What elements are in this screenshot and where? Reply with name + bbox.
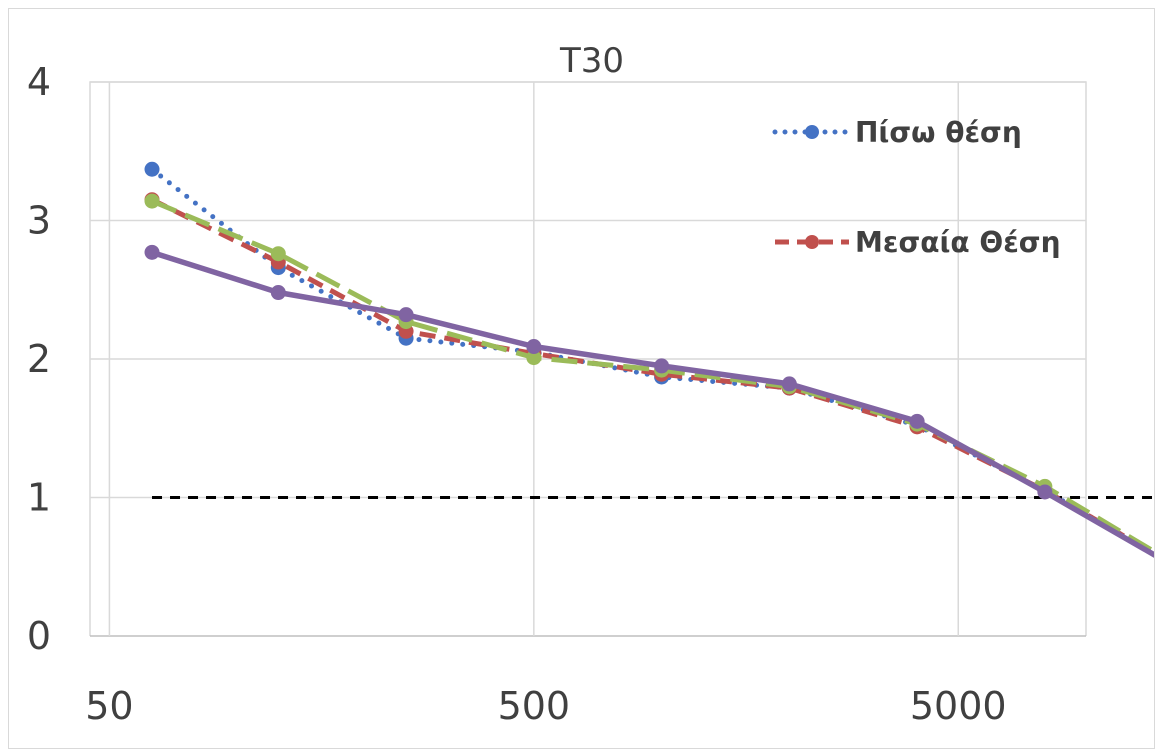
series-3-point	[144, 193, 160, 209]
series-4-line	[151, 249, 1154, 558]
series-3-point	[526, 350, 542, 366]
legend-marker	[805, 235, 819, 249]
legend-label: Πίσω θέση	[855, 116, 1022, 149]
x-tick-label: 5000	[910, 684, 1007, 728]
series-4-point	[526, 339, 542, 355]
series-1-point	[144, 161, 160, 177]
series-4-point	[398, 307, 414, 323]
t30-chart: 0 1 2 3 4 50 500 5000 T30 Πίσω θέση Μεσαία Θέση	[27, 41, 1154, 728]
series-3-point	[270, 246, 286, 262]
y-tick-label: 0	[27, 614, 51, 658]
series-4-point	[270, 285, 286, 301]
legend-label: Μεσαία Θέση	[855, 226, 1061, 259]
y-tick-label: 2	[27, 337, 51, 381]
series-4-point	[654, 358, 670, 374]
series-4-point	[781, 376, 797, 392]
y-tick-label: 1	[27, 476, 51, 520]
series-4-point	[909, 413, 925, 429]
y-tick-label: 4	[27, 60, 51, 104]
series-4-point	[1037, 484, 1053, 500]
legend-marker	[805, 125, 819, 139]
chart-frame: 0 1 2 3 4 50 500 5000 T30 Πίσω θέση Μεσαία Θέση	[8, 8, 1155, 749]
x-tick-label: 50	[85, 684, 133, 728]
series-4-point	[144, 244, 160, 260]
y-tick-label: 3	[27, 199, 51, 243]
x-tick-label: 500	[498, 684, 571, 728]
chart-title: T30	[559, 41, 624, 81]
